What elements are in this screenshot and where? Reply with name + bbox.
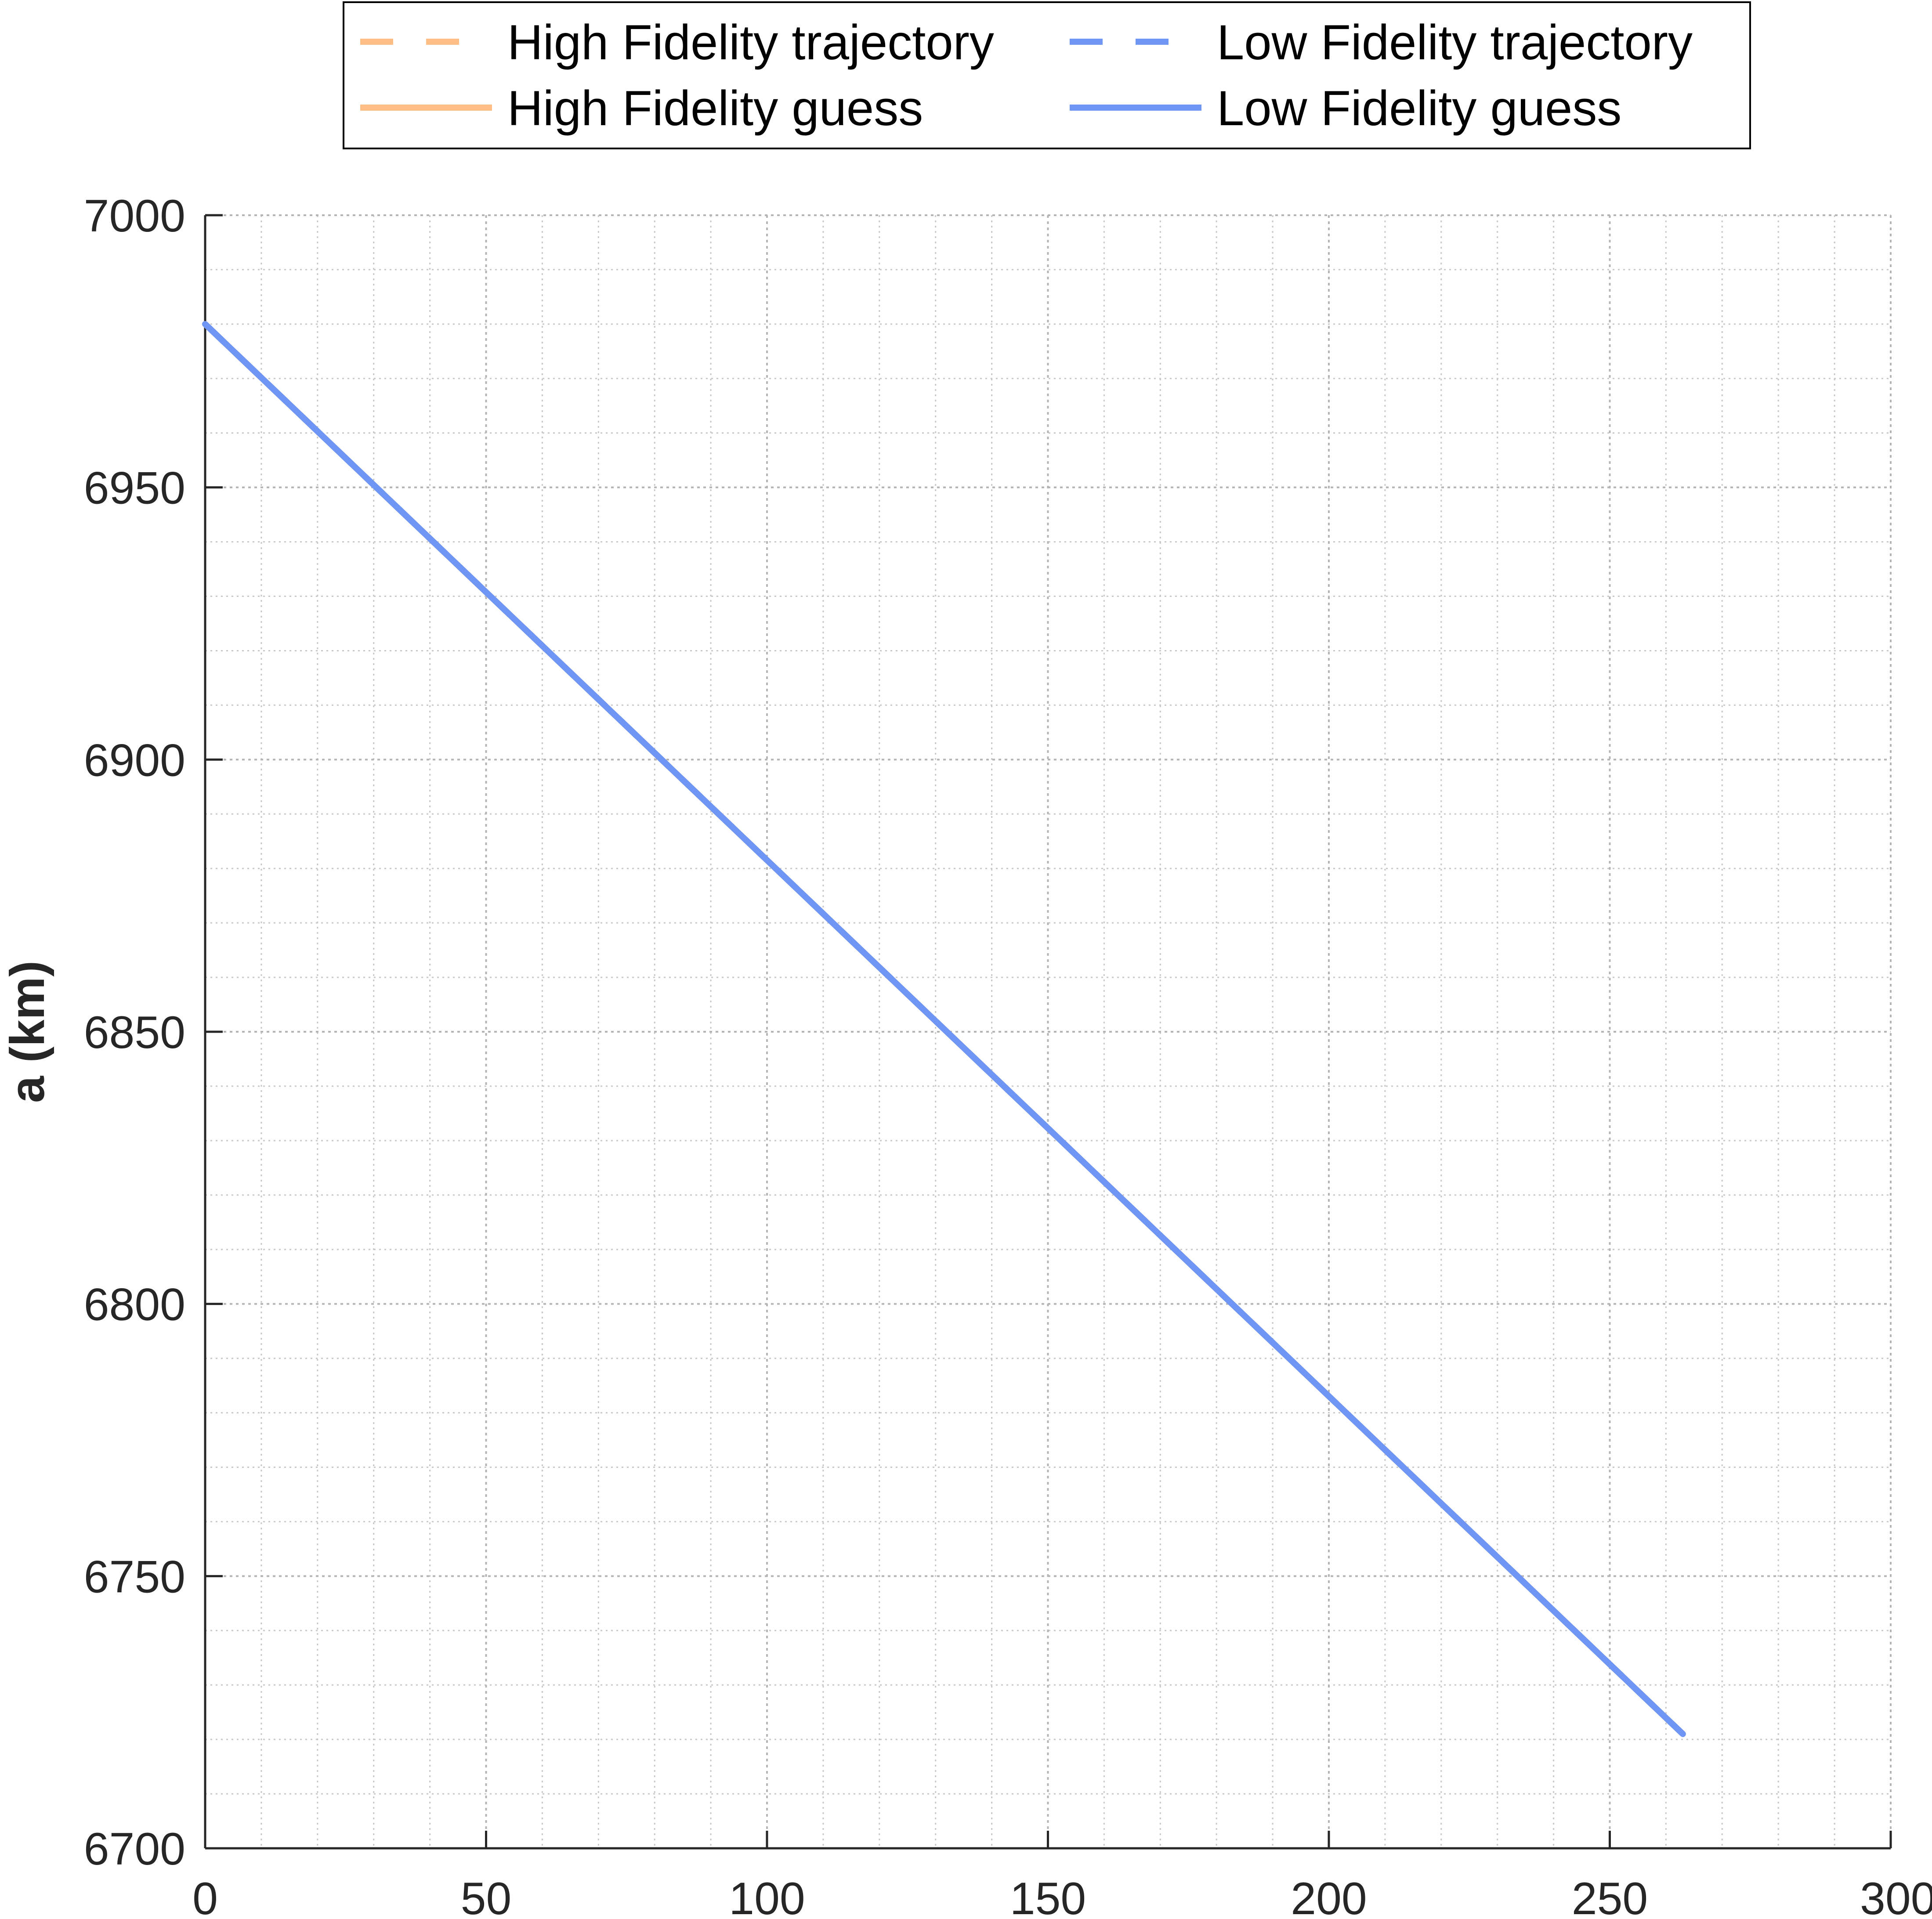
x-tick-label: 300 <box>1860 1873 1932 1919</box>
y-tick-label: 6700 <box>84 1824 185 1875</box>
y-tick-label: 6800 <box>84 1279 185 1330</box>
x-tick-labels: 0 50 100 150 200 250 300 <box>192 1873 1932 1919</box>
x-tick-label: 200 <box>1291 1873 1367 1919</box>
y-tick-labels: 6700 6750 6800 6850 6900 6950 7000 <box>84 191 185 1875</box>
x-tick-label: 100 <box>729 1873 805 1919</box>
major-grid <box>204 214 1892 1849</box>
legend: High Fidelity trajectory Low Fidelity tra… <box>343 1 1751 149</box>
x-tick-label: 0 <box>192 1873 218 1919</box>
legend-label: High Fidelity trajectory <box>507 15 994 70</box>
legend-label: High Fidelity guess <box>507 81 923 136</box>
series-group <box>202 321 1686 1737</box>
legend-label: Low Fidelity guess <box>1217 81 1621 136</box>
y-tick-label: 6850 <box>84 1007 185 1058</box>
legend-box <box>343 1 1751 149</box>
x-tick-label: 250 <box>1572 1873 1648 1919</box>
y-tick-label: 6950 <box>84 463 185 514</box>
x-tick-label: 50 <box>461 1873 512 1919</box>
x-tick-label: 150 <box>1010 1873 1086 1919</box>
axes <box>204 214 1892 1850</box>
legend-label: Low Fidelity trajectory <box>1217 15 1693 70</box>
y-tick-label: 6900 <box>84 735 185 786</box>
y-tick-label: 6750 <box>84 1551 185 1602</box>
y-tick-label: 7000 <box>84 191 185 242</box>
series-line-low-fidelity-trajectory <box>203 322 1685 1736</box>
y-axis-label: a (km) <box>0 961 54 1103</box>
